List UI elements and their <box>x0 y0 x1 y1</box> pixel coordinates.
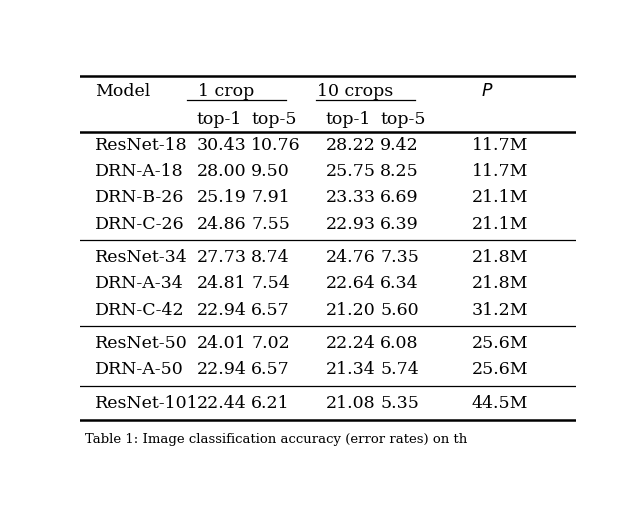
Text: 31.2M: 31.2M <box>472 302 529 318</box>
Text: 22.93: 22.93 <box>326 216 376 233</box>
Text: DRN-C-26: DRN-C-26 <box>95 216 184 233</box>
Text: 25.6M: 25.6M <box>472 335 529 352</box>
Text: 21.20: 21.20 <box>326 302 375 318</box>
Text: Table 1: Image classification accuracy (error rates) on th: Table 1: Image classification accuracy (… <box>85 433 467 447</box>
Text: 9.50: 9.50 <box>251 163 290 180</box>
Text: 6.39: 6.39 <box>380 216 419 233</box>
Text: 7.54: 7.54 <box>251 276 290 293</box>
Text: 6.57: 6.57 <box>251 302 290 318</box>
Text: 21.34: 21.34 <box>326 361 375 378</box>
Text: 1 crop: 1 crop <box>198 83 255 100</box>
Text: 25.19: 25.19 <box>196 189 246 206</box>
Text: 6.21: 6.21 <box>251 395 290 412</box>
Text: 44.5M: 44.5M <box>472 395 529 412</box>
Text: top-1: top-1 <box>326 111 371 128</box>
Text: 7.02: 7.02 <box>251 335 290 352</box>
Text: 10.76: 10.76 <box>251 137 301 154</box>
Text: 24.76: 24.76 <box>326 249 375 266</box>
Text: 30.43: 30.43 <box>196 137 246 154</box>
Text: DRN-A-34: DRN-A-34 <box>95 276 184 293</box>
Text: 7.35: 7.35 <box>380 249 419 266</box>
Text: 24.81: 24.81 <box>196 276 246 293</box>
Text: 28.22: 28.22 <box>326 137 376 154</box>
Text: 21.08: 21.08 <box>326 395 375 412</box>
Text: DRN-A-50: DRN-A-50 <box>95 361 184 378</box>
Text: ResNet-34: ResNet-34 <box>95 249 188 266</box>
Text: 24.86: 24.86 <box>196 216 246 233</box>
Text: 8.74: 8.74 <box>251 249 290 266</box>
Text: ResNet-18: ResNet-18 <box>95 137 188 154</box>
Text: 27.73: 27.73 <box>196 249 246 266</box>
Text: 6.34: 6.34 <box>380 276 419 293</box>
Text: top-5: top-5 <box>251 111 296 128</box>
Text: 22.64: 22.64 <box>326 276 375 293</box>
Text: DRN-C-42: DRN-C-42 <box>95 302 184 318</box>
Text: 7.91: 7.91 <box>251 189 290 206</box>
Text: 22.94: 22.94 <box>196 302 246 318</box>
Text: $P$: $P$ <box>481 83 493 100</box>
Text: DRN-A-18: DRN-A-18 <box>95 163 184 180</box>
Text: 21.8M: 21.8M <box>472 249 529 266</box>
Text: 22.24: 22.24 <box>326 335 376 352</box>
Text: 5.60: 5.60 <box>380 302 419 318</box>
Text: 21.8M: 21.8M <box>472 276 529 293</box>
Text: Model: Model <box>95 83 150 100</box>
Text: 8.25: 8.25 <box>380 163 419 180</box>
Text: 21.1M: 21.1M <box>472 189 529 206</box>
Text: 7.55: 7.55 <box>251 216 290 233</box>
Text: 6.69: 6.69 <box>380 189 419 206</box>
Text: ResNet-101: ResNet-101 <box>95 395 198 412</box>
Text: 21.1M: 21.1M <box>472 216 529 233</box>
Text: 25.6M: 25.6M <box>472 361 529 378</box>
Text: 22.44: 22.44 <box>196 395 246 412</box>
Text: 5.35: 5.35 <box>380 395 419 412</box>
Text: DRN-B-26: DRN-B-26 <box>95 189 184 206</box>
Text: 23.33: 23.33 <box>326 189 376 206</box>
Text: 10 crops: 10 crops <box>317 83 394 100</box>
Text: 11.7M: 11.7M <box>472 163 529 180</box>
Text: 28.00: 28.00 <box>196 163 246 180</box>
Text: top-5: top-5 <box>380 111 426 128</box>
Text: ResNet-50: ResNet-50 <box>95 335 188 352</box>
Text: 6.57: 6.57 <box>251 361 290 378</box>
Text: 24.01: 24.01 <box>196 335 246 352</box>
Text: 9.42: 9.42 <box>380 137 419 154</box>
Text: 6.08: 6.08 <box>380 335 419 352</box>
Text: 25.75: 25.75 <box>326 163 376 180</box>
Text: 5.74: 5.74 <box>380 361 419 378</box>
Text: 22.94: 22.94 <box>196 361 246 378</box>
Text: 11.7M: 11.7M <box>472 137 529 154</box>
Text: top-1: top-1 <box>196 111 242 128</box>
